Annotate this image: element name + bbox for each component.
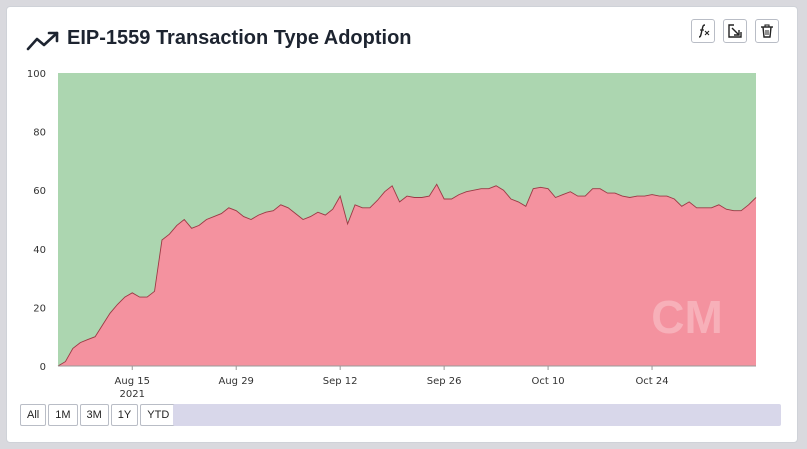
line-eip1559: [57, 183, 757, 367]
trash-icon: [761, 24, 773, 38]
y-tick-label: 80: [33, 128, 46, 139]
y-tick-label: 40: [33, 245, 46, 256]
formula-icon: [698, 24, 710, 38]
range-selector: All 1M 3M 1Y YTD: [20, 404, 178, 426]
x-tick-label: Oct 10: [531, 376, 564, 387]
chart-card: EIP-1559 Transaction Type Adoption CM 0 20…: [6, 6, 798, 443]
x-tick-label: Sep 26: [427, 376, 462, 387]
y-tick-label: 60: [33, 186, 46, 197]
delete-button[interactable]: [755, 19, 779, 43]
time-navigator[interactable]: [173, 404, 781, 426]
export-icon: [728, 24, 742, 38]
range-button-ytd[interactable]: YTD: [140, 404, 177, 426]
x-tick-label: Aug 15: [115, 376, 150, 387]
chart-title: EIP-1559 Transaction Type Adoption: [67, 27, 412, 49]
range-button-3m[interactable]: 3M: [79, 404, 109, 426]
formula-button[interactable]: [691, 19, 715, 43]
range-button-all[interactable]: All: [20, 404, 47, 426]
range-button-1y[interactable]: 1Y: [110, 404, 139, 426]
x-tick-label: Aug 29: [218, 376, 253, 387]
area-legacy: [58, 73, 756, 366]
y-tick-label: 100: [27, 69, 46, 80]
area-eip1559: [58, 184, 756, 366]
trend-arrow-icon: [26, 31, 59, 51]
x-tick-label: Sep 12: [323, 376, 358, 387]
watermark-logo: CM: [651, 291, 723, 343]
area-chart[interactable]: CM 0 20 40 60 80 100 Aug 15 2021 Aug 29 Sep 12 Sep …: [7, 7, 797, 402]
x-tick-sublabel: 2021: [120, 389, 145, 400]
x-tick-label: Oct 24: [635, 376, 668, 387]
range-button-1m[interactable]: 1M: [48, 404, 78, 426]
y-tick-label: 0: [40, 362, 46, 373]
y-tick-label: 20: [33, 303, 46, 314]
export-button[interactable]: [723, 19, 747, 43]
